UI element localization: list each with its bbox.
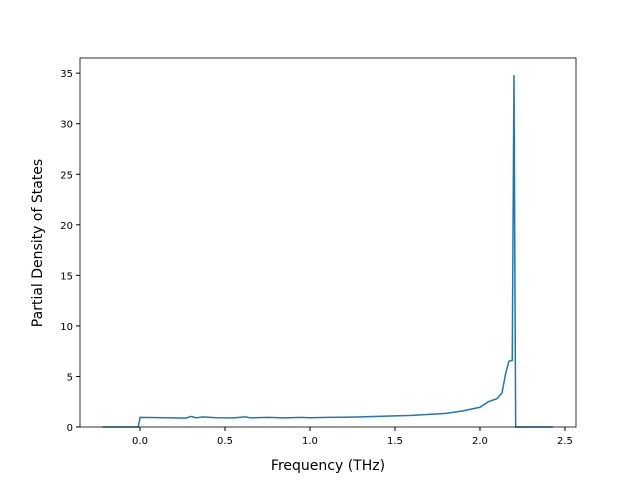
x-tick-label: 0.0 [132,436,148,447]
x-tick-label: 2.0 [472,436,488,447]
y-tick-label: 35 [60,69,73,80]
x-tick-label: 2.5 [557,436,573,447]
plot-frame [79,57,577,428]
x-tick-label: 1.5 [387,436,403,447]
y-tick-label: 25 [60,170,73,181]
y-tick-label: 0 [67,423,73,434]
y-tick-label: 5 [67,372,73,383]
data-line [102,75,554,428]
y-axis-label: Partial Density of States [30,159,46,327]
y-tick-label: 15 [60,271,73,282]
x-tick-label: 1.0 [302,436,318,447]
y-tick-label: 10 [60,322,73,333]
x-axis-label: Frequency (THz) [271,458,385,474]
y-tick-label: 20 [60,221,73,232]
x-tick-label: 0.5 [217,436,233,447]
y-tick-label: 30 [60,120,73,131]
